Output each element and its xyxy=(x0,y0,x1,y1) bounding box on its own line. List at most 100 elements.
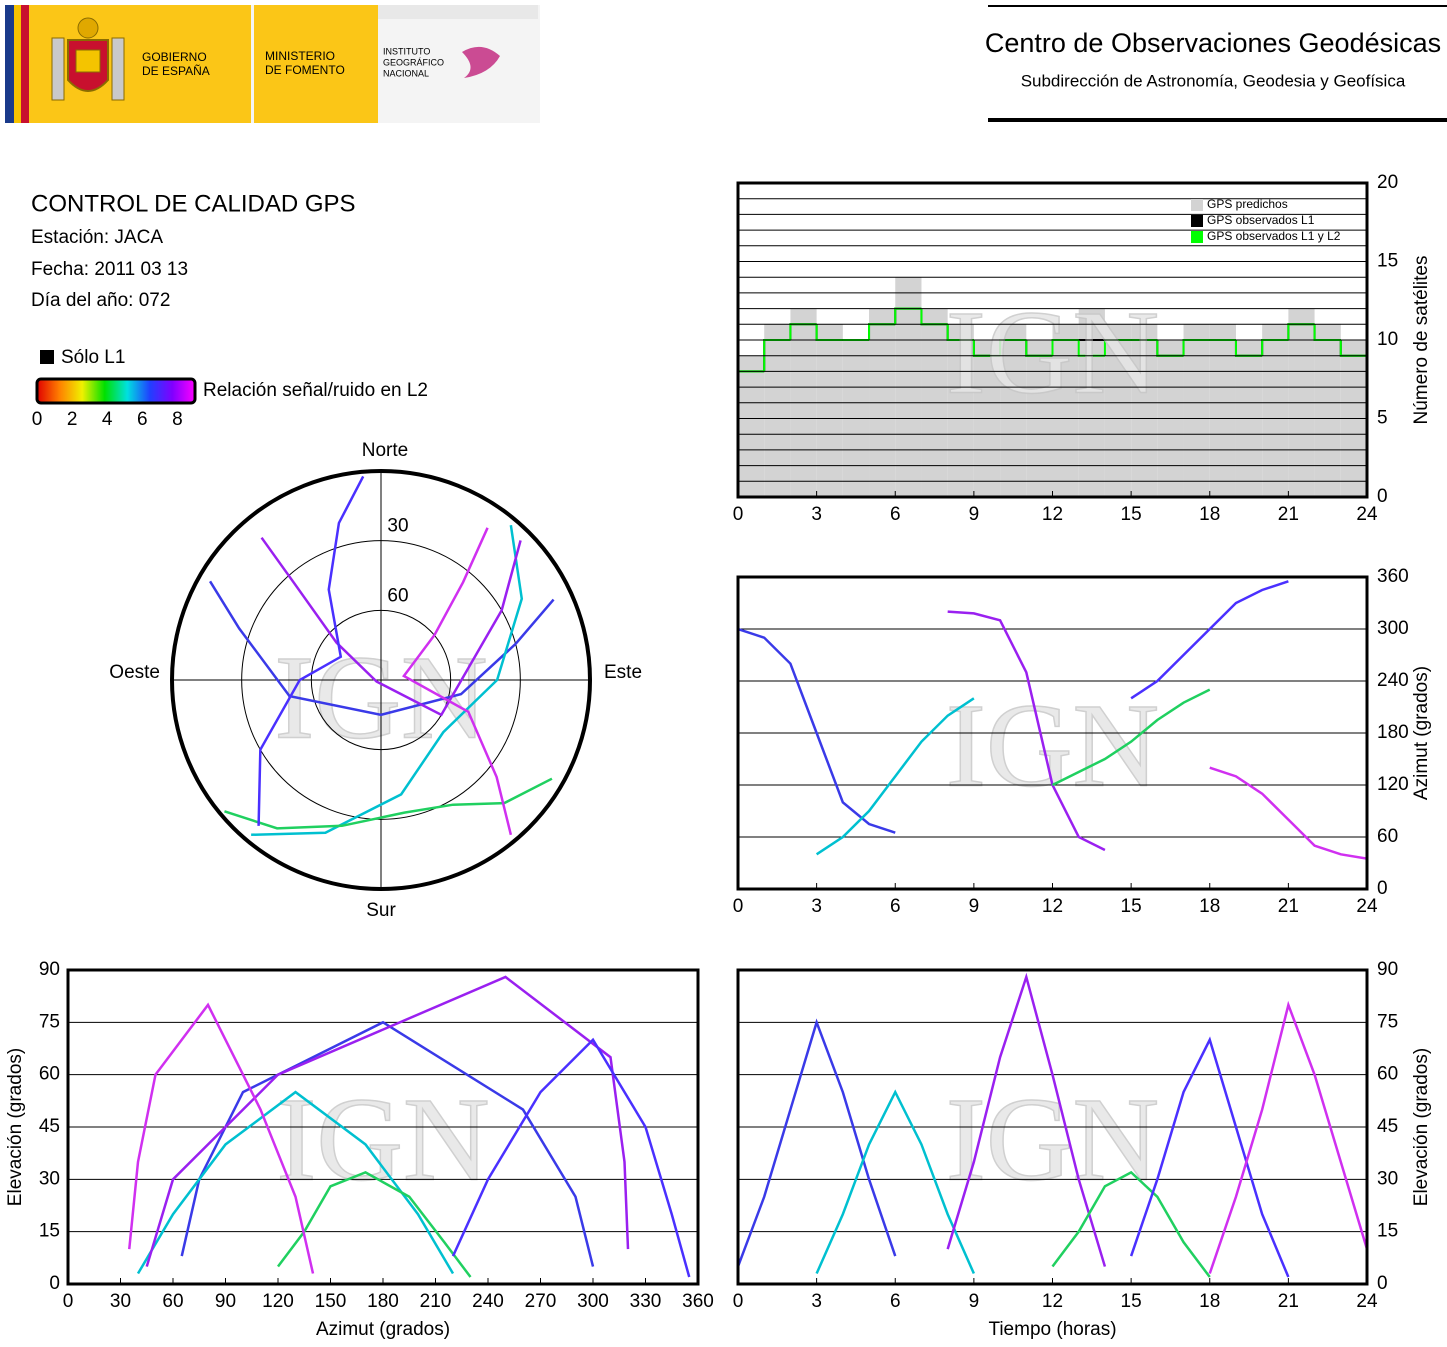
colorbar-tick-label: 2 xyxy=(67,409,78,430)
elevation-ring-label: 30 xyxy=(387,516,408,537)
satellite-track xyxy=(451,1037,691,1278)
y-tick-label: 0 xyxy=(1377,486,1388,507)
satellite-track xyxy=(946,972,1107,1267)
x-axis-label: Azimut (grados) xyxy=(316,1319,450,1340)
day-of-year: Día del año: 072 xyxy=(31,290,170,311)
header-subtitle: Subdirección de Astronomía, Geodesia y G… xyxy=(1021,71,1406,90)
report-title: CONTROL DE CALIDAD GPS xyxy=(31,190,356,217)
predicted-bar xyxy=(1183,324,1210,497)
legend-label: GPS observados L1 xyxy=(1207,213,1315,227)
x-tick-label: 60 xyxy=(162,1291,183,1312)
x-tick-label: 6 xyxy=(890,1291,901,1312)
y-tick-label: 300 xyxy=(1377,618,1409,639)
plot: IGN 0 5 10 15 20 0 3 6 9 12 15 18 21 24 GPS predichos GP… xyxy=(733,172,1432,525)
x-tick-label: 6 xyxy=(890,896,901,917)
predicted-bar xyxy=(947,324,974,497)
satellite-track xyxy=(947,610,1106,852)
header-title: Centro de Observaciones Geodésicas xyxy=(985,28,1441,58)
legend-swatch xyxy=(1191,199,1203,211)
satellite-track xyxy=(1130,580,1289,700)
x-tick-label: 270 xyxy=(525,1291,557,1312)
x-tick-label: 0 xyxy=(733,504,744,525)
y-tick-label: 75 xyxy=(39,1011,60,1032)
direction-label: Este xyxy=(604,662,642,683)
x-tick-label: 120 xyxy=(262,1291,294,1312)
elevation-ring-label: 60 xyxy=(387,585,408,606)
satellite-track xyxy=(815,697,975,856)
x-tick-label: 0 xyxy=(733,896,744,917)
x-tick-label: 3 xyxy=(811,896,822,917)
direction-label: Oeste xyxy=(109,662,160,683)
x-tick-label: 21 xyxy=(1278,1291,1299,1312)
x-tick-label: 18 xyxy=(1199,504,1220,525)
predicted-bar xyxy=(764,324,791,497)
plot-area: IGN xyxy=(738,183,1367,497)
legend-swatch xyxy=(1191,231,1203,243)
x-tick-label: 21 xyxy=(1278,504,1299,525)
y-tick-label: 20 xyxy=(1377,172,1398,193)
y-tick-label: 240 xyxy=(1377,670,1409,691)
logo-block: GOBIERNO DE ESPAÑA MINISTERIO DE FOMENTO… xyxy=(5,5,540,123)
y-tick-label: 60 xyxy=(1377,1064,1398,1085)
predicted-bar xyxy=(738,355,765,497)
x-tick-label: 90 xyxy=(215,1291,236,1312)
instituto-line: NACIONAL xyxy=(383,68,429,78)
plot: IGN 0 15 30 45 60 75 90 0 30 60 90 120 150 180 210 240 27… xyxy=(5,959,714,1340)
predicted-bar xyxy=(1131,324,1158,497)
y-tick-label: 90 xyxy=(39,959,60,980)
x-tick-label: 12 xyxy=(1042,1291,1063,1312)
x-tick-label: 15 xyxy=(1121,504,1142,525)
x-tick-label: 0 xyxy=(733,1291,744,1312)
predicted-bar xyxy=(1209,324,1236,497)
elevation-ring xyxy=(241,540,521,820)
y-tick-label: 360 xyxy=(1377,566,1409,587)
satellite-track xyxy=(1209,766,1367,860)
x-tick-label: 3 xyxy=(811,504,822,525)
watermark: IGN xyxy=(946,1073,1159,1206)
x-tick-label: 150 xyxy=(315,1291,347,1312)
y-axis-label: Azimut (grados) xyxy=(1411,666,1432,800)
y-tick-label: 30 xyxy=(39,1168,60,1189)
x-tick-label: 30 xyxy=(110,1291,131,1312)
x-tick-label: 21 xyxy=(1278,896,1299,917)
satellite-track xyxy=(260,536,522,717)
plot-area: IGN xyxy=(738,577,1367,889)
colorbar-tick-label: 6 xyxy=(137,409,148,430)
gobierno-line: GOBIERNO xyxy=(142,50,207,64)
direction-label: Norte xyxy=(362,440,408,461)
x-tick-label: 24 xyxy=(1356,504,1378,525)
emblem xyxy=(51,17,125,101)
x-tick-label: 15 xyxy=(1121,896,1142,917)
station: Estación: JACA xyxy=(31,227,163,248)
watermark: IGN xyxy=(946,286,1159,419)
colorbar-tick-label: 0 xyxy=(32,409,43,430)
plot-frame xyxy=(736,575,1369,891)
satellite-track xyxy=(1208,1000,1367,1274)
y-tick-label: 15 xyxy=(1377,251,1398,272)
x-tick-label: 9 xyxy=(969,504,980,525)
gobierno-box xyxy=(29,5,251,123)
satellite-track xyxy=(1051,1170,1211,1278)
cnig-logo xyxy=(462,46,500,78)
y-tick-label: 30 xyxy=(1377,1168,1398,1189)
x-tick-label: 210 xyxy=(420,1291,452,1312)
x-tick-label: 24 xyxy=(1356,1291,1378,1312)
flag-strip xyxy=(5,5,14,123)
y-tick-label: 15 xyxy=(39,1221,60,1242)
predicted-bar xyxy=(1104,324,1132,497)
plot-frame xyxy=(736,181,1369,499)
x-tick-label: 24 xyxy=(1356,896,1378,917)
x-tick-label: 12 xyxy=(1042,504,1063,525)
x-tick-label: 12 xyxy=(1042,896,1063,917)
y-tick-label: 0 xyxy=(1377,1273,1388,1294)
ministerio-box xyxy=(254,5,378,123)
satellite-track xyxy=(136,1090,455,1275)
plot: IGN 0 60 120 180 240 300 360 0 3 6 9 12 15 18 21 24 Azimu… xyxy=(733,566,1432,917)
x-tick-label: 15 xyxy=(1121,1291,1142,1312)
plot-area: IGN xyxy=(68,970,698,1284)
legend-label: GPS predichos xyxy=(1207,197,1288,211)
y-tick-label: 180 xyxy=(1377,722,1409,743)
gobierno-line: DE ESPAÑA xyxy=(142,64,210,78)
